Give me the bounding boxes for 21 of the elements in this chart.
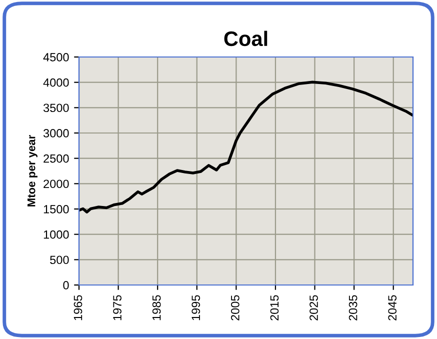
y-tick-label: 3500 (43, 104, 69, 112)
y-tick-label: 1000 (44, 230, 69, 239)
x-tick-label: 2005 (230, 295, 240, 320)
y-tick-label: 4500 (43, 53, 69, 62)
y-tick-label: 4000 (43, 78, 69, 87)
x-tick-label: 1975 (113, 295, 122, 320)
x-tick-label: 1965 (74, 295, 82, 320)
y-tick-label: 1500 (44, 205, 69, 214)
y-tick-label: 2500 (44, 154, 69, 163)
x-tick-label: 1995 (192, 295, 200, 320)
chart-title: Coal (224, 30, 268, 46)
x-tick-label: 2045 (388, 295, 397, 320)
x-tick-label: 2025 (310, 295, 318, 320)
y-tick-label: 500 (50, 256, 69, 264)
y-tick-label: 2000 (44, 180, 69, 188)
y-axis-title: Mtoe per year (28, 135, 38, 206)
y-tick-label: 3000 (43, 129, 69, 138)
x-tick-label: 2015 (270, 295, 279, 320)
y-tick-label: 0 (63, 281, 69, 290)
x-tick-label: 2035 (348, 295, 358, 320)
x-tick-label: 1985 (152, 295, 161, 320)
